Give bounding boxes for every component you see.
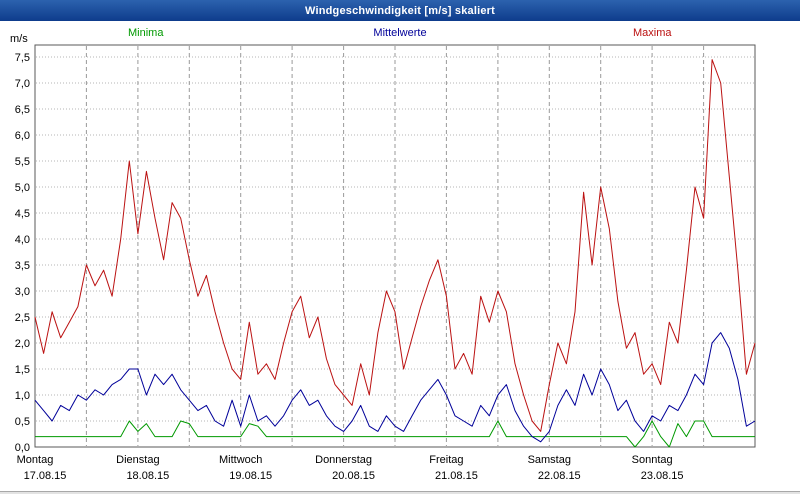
x-date-label: 19.08.15 — [229, 470, 272, 482]
x-day-label: Freitag — [429, 454, 463, 466]
y-axis-unit-label: m/s — [10, 33, 28, 45]
legend-mittelwerte-label: Mittelwerte — [373, 27, 427, 39]
y-tick-label: 6,0 — [15, 130, 30, 142]
y-tick-label: 1,0 — [15, 390, 30, 402]
x-day-label: Montag — [17, 454, 54, 466]
x-day-label: Samstag — [528, 454, 571, 466]
y-tick-label: 1,5 — [15, 364, 30, 376]
x-date-label: 17.08.15 — [24, 470, 67, 482]
y-tick-label: 4,0 — [15, 234, 30, 246]
y-tick-label: 5,0 — [15, 182, 30, 194]
y-tick-label: 5,5 — [15, 156, 30, 168]
window-title: Windgeschwindigkeit [m/s] skaliert — [304, 4, 496, 17]
x-day-label: Sonntag — [632, 454, 673, 466]
y-tick-label: 3,5 — [15, 260, 30, 272]
series-minima — [35, 420, 755, 448]
x-date-label: 23.08.15 — [641, 470, 684, 482]
window-titlebar: Windgeschwindigkeit [m/s] skaliert — [0, 0, 800, 21]
series-mittelwerte — [34, 332, 756, 443]
y-tick-label: 0,0 — [15, 442, 30, 454]
y-tick-label: 7,0 — [15, 78, 30, 90]
y-tick-label: 3,0 — [15, 286, 30, 298]
y-tick-label: 7,5 — [15, 52, 30, 64]
x-date-label: 22.08.15 — [538, 470, 581, 482]
y-tick-label: 2,0 — [15, 338, 30, 350]
legend-maxima-label: Maxima — [633, 27, 672, 39]
x-day-label: Donnerstag — [315, 454, 372, 466]
y-tick-label: 6,5 — [15, 104, 30, 116]
y-tick-label: 4,5 — [15, 208, 30, 220]
x-date-label: 21.08.15 — [435, 470, 478, 482]
y-tick-label: 0,5 — [15, 416, 30, 428]
series-maxima — [34, 59, 756, 432]
y-tick-label: 2,5 — [15, 312, 30, 324]
x-day-label: Mittwoch — [219, 454, 262, 466]
legend-minima-label: Minima — [128, 27, 164, 39]
x-day-label: Dienstag — [116, 454, 159, 466]
bottom-scrollbar[interactable] — [0, 491, 800, 494]
x-date-label: 18.08.15 — [126, 470, 169, 482]
x-date-label: 20.08.15 — [332, 470, 375, 482]
